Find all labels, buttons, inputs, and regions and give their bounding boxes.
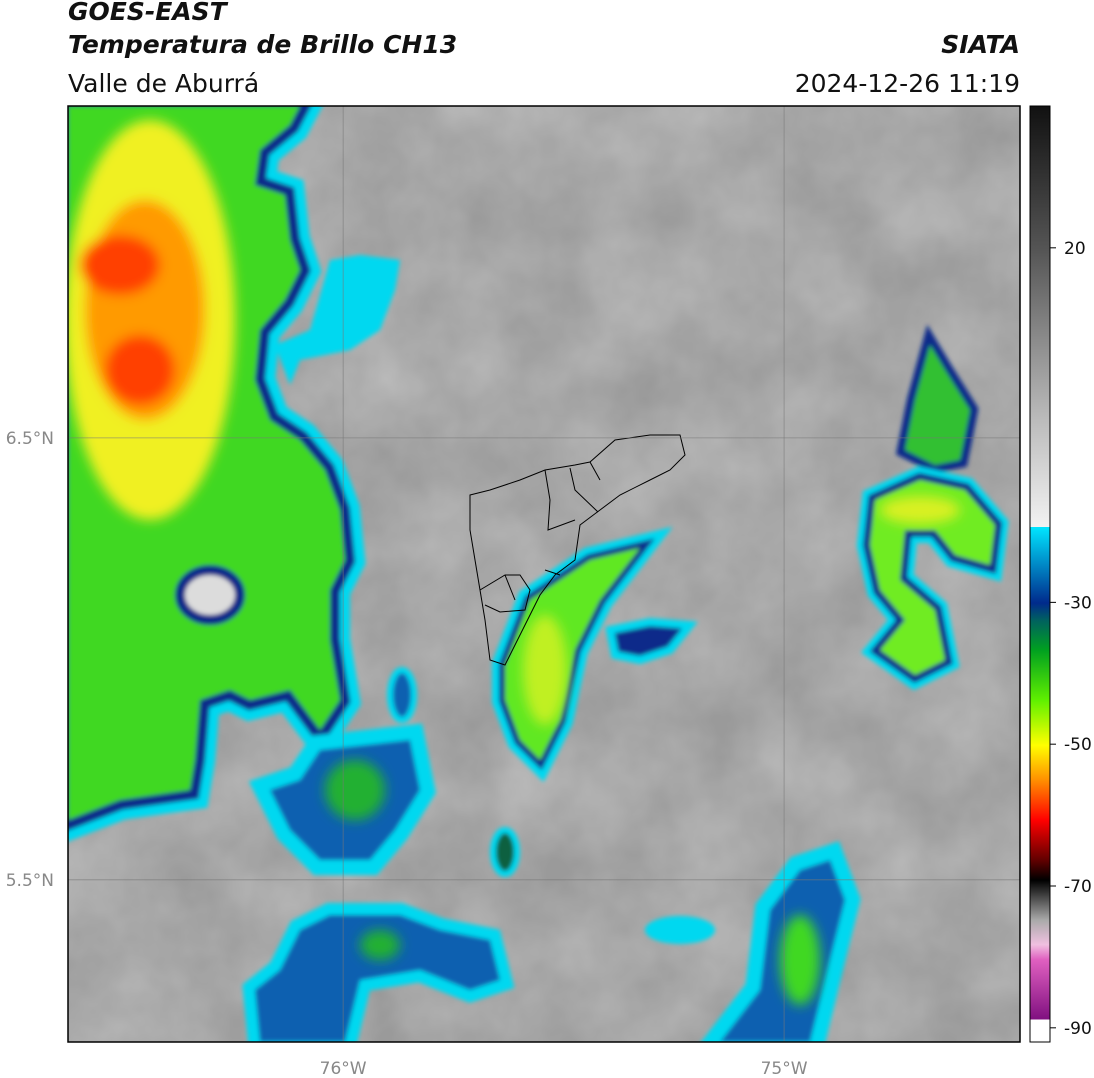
grid	[68, 106, 1020, 1042]
colorbar-tick-label: 20	[1064, 239, 1086, 259]
lat-tick-label: 5.5°N	[6, 871, 54, 891]
product-title: Temperatura de Brillo CH13	[68, 30, 457, 59]
colorbar-tick-label: -50	[1064, 735, 1092, 755]
source-label: SIATA	[941, 30, 1020, 59]
colorbar	[1029, 105, 1051, 1043]
satellite-title: GOES-EAST	[68, 0, 229, 26]
datetime-label: 2024-12-26 11:19	[795, 69, 1020, 98]
lon-tick-label: 75°W	[761, 1059, 808, 1078]
lon-tick-label: 76°W	[320, 1059, 367, 1078]
region-label: Valle de Aburrá	[68, 69, 259, 98]
satellite-image	[68, 106, 1020, 1042]
map-frame	[67, 105, 1021, 1043]
lat-tick-label: 6.5°N	[6, 429, 54, 449]
colorbar-tick-label: -30	[1064, 593, 1092, 613]
colorbar-tick-label: -70	[1064, 877, 1092, 897]
colorbar-tick-label: -90	[1064, 1019, 1092, 1039]
